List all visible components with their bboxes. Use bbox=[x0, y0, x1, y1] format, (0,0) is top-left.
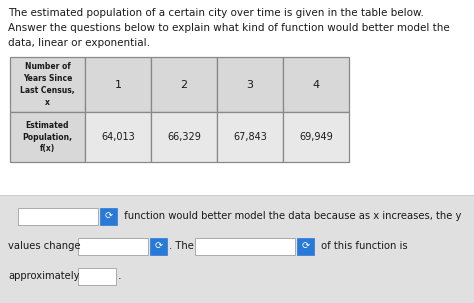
Text: .: . bbox=[118, 271, 122, 281]
Bar bbox=[151, 57, 217, 112]
Text: approximately: approximately bbox=[8, 271, 80, 281]
Text: The estimated population of a certain city over time is given in the table below: The estimated population of a certain ci… bbox=[8, 8, 424, 18]
Text: Estimated
Population,
f(x): Estimated Population, f(x) bbox=[22, 121, 73, 153]
Text: 66,329: 66,329 bbox=[167, 132, 201, 142]
Text: 2: 2 bbox=[181, 79, 188, 89]
Bar bbox=[85, 112, 151, 162]
Text: 1: 1 bbox=[115, 79, 121, 89]
Bar bbox=[78, 238, 148, 255]
Text: ⟳: ⟳ bbox=[104, 211, 112, 221]
Text: function would better model the data because as x increases, the y: function would better model the data bec… bbox=[121, 211, 461, 221]
Text: 4: 4 bbox=[312, 79, 319, 89]
Text: 67,843: 67,843 bbox=[233, 132, 267, 142]
Text: ⟳: ⟳ bbox=[155, 241, 163, 251]
Text: data, linear or exponential.: data, linear or exponential. bbox=[8, 38, 150, 48]
Bar bbox=[150, 238, 167, 255]
Text: Answer the questions below to explain what kind of function would better model t: Answer the questions below to explain wh… bbox=[8, 23, 450, 33]
Text: . The: . The bbox=[169, 241, 194, 251]
Text: values change: values change bbox=[8, 241, 81, 251]
Text: of this function is: of this function is bbox=[318, 241, 408, 251]
Text: 69,949: 69,949 bbox=[299, 132, 333, 142]
Bar bbox=[0, 0, 474, 195]
Bar bbox=[297, 238, 314, 255]
Bar bbox=[18, 208, 98, 225]
Text: ⟳: ⟳ bbox=[301, 241, 310, 251]
Text: Number of
Years Since
Last Census,
x: Number of Years Since Last Census, x bbox=[20, 62, 75, 107]
Text: 3: 3 bbox=[246, 79, 254, 89]
Bar bbox=[10, 57, 85, 112]
Bar bbox=[78, 268, 116, 285]
Bar bbox=[85, 57, 151, 112]
Bar bbox=[0, 195, 474, 196]
Bar bbox=[0, 195, 474, 303]
Bar bbox=[217, 112, 283, 162]
Bar bbox=[283, 57, 349, 112]
Bar bbox=[283, 112, 349, 162]
Bar bbox=[100, 208, 117, 225]
Text: 64,013: 64,013 bbox=[101, 132, 135, 142]
Bar bbox=[195, 238, 295, 255]
Bar bbox=[217, 57, 283, 112]
Bar bbox=[10, 112, 85, 162]
Bar bbox=[151, 112, 217, 162]
